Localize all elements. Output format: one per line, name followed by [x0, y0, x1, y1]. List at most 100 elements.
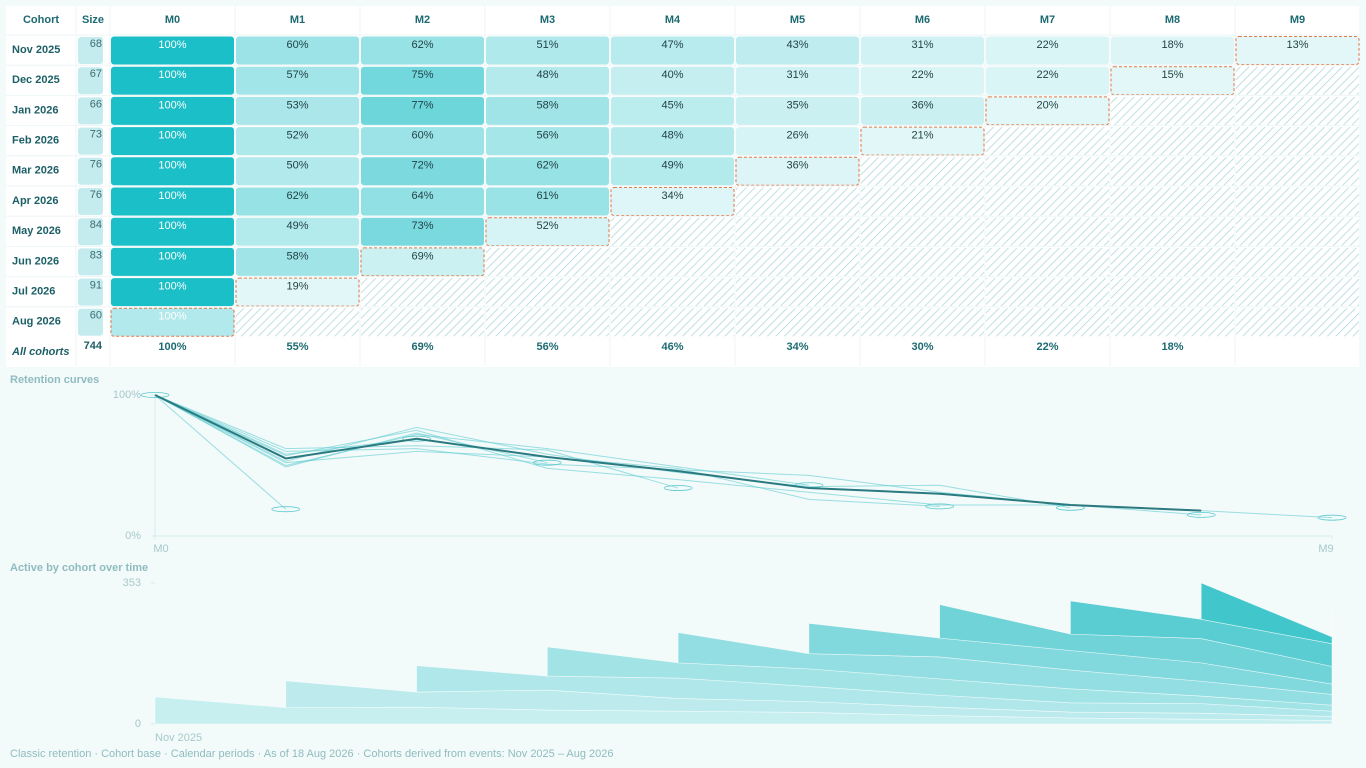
- retention-label: 62%: [286, 190, 308, 202]
- cohort-label: May 2026: [12, 225, 61, 237]
- average-curve: [154, 394, 1202, 512]
- cohort-curve: [154, 394, 417, 455]
- cohort-curve: [154, 394, 940, 507]
- retention-label: 26%: [786, 130, 808, 142]
- empty-cell: [486, 278, 609, 307]
- retention-cell: [486, 66, 609, 95]
- retention-label: 48%: [661, 130, 683, 142]
- retention-cell: [611, 36, 734, 65]
- empty-cell: [986, 187, 1109, 216]
- size-label: 83: [90, 249, 102, 261]
- column-header: Size: [82, 14, 104, 26]
- column-header: M9: [1290, 14, 1305, 26]
- column-header: M5: [790, 14, 805, 26]
- empty-cell: [611, 217, 734, 246]
- retention-label: 73%: [411, 220, 433, 232]
- total-retention: 30%: [911, 341, 933, 353]
- empty-cell: [861, 247, 984, 276]
- retention-cell: [361, 66, 484, 95]
- empty-cell: [486, 247, 609, 276]
- retention-cell: [610, 187, 735, 216]
- size-label: 73: [90, 129, 102, 141]
- retention-label: 50%: [286, 160, 308, 172]
- size-cell: [78, 308, 103, 336]
- retention-label: 51%: [536, 39, 558, 51]
- retention-label: 34%: [661, 190, 683, 202]
- column-header: M0: [165, 14, 180, 26]
- x-tick-label: M0: [153, 543, 168, 555]
- empty-cell: [611, 308, 734, 337]
- size-label: 76: [90, 159, 102, 171]
- retention-cell: [236, 127, 359, 156]
- empty-cell: [986, 278, 1109, 307]
- retention-label: 43%: [786, 39, 808, 51]
- retention-label: 18%: [1161, 39, 1183, 51]
- retention-label: 100%: [158, 281, 186, 293]
- retention-cell: [735, 156, 860, 186]
- retention-label: 49%: [286, 220, 308, 232]
- footer: Classic retention · Cohort base · Calend…: [10, 748, 614, 760]
- retention-label: 49%: [661, 160, 683, 172]
- empty-cell: [611, 247, 734, 276]
- size-cell: [78, 248, 103, 276]
- retention-cell: [111, 217, 234, 246]
- retention-cell: [111, 157, 234, 186]
- size-label: 60: [90, 310, 102, 322]
- empty-cell: [861, 157, 984, 186]
- empty-cell: [1236, 157, 1359, 186]
- retention-cell: [486, 96, 609, 125]
- empty-cell: [736, 217, 859, 246]
- retention-label: 100%: [158, 69, 186, 81]
- retention-cell: [235, 277, 360, 307]
- retention-label: 22%: [1036, 69, 1058, 81]
- retention-cell: [110, 307, 235, 337]
- retention-cell: [236, 187, 359, 216]
- retention-cell: [361, 187, 484, 216]
- curve-end: [271, 506, 301, 513]
- total-retention: 69%: [411, 341, 433, 353]
- retention-cell: [111, 247, 234, 276]
- retention-label: 58%: [536, 99, 558, 111]
- retention-cell: [736, 36, 859, 65]
- empty-cell: [361, 308, 484, 337]
- empty-cell: [1236, 187, 1359, 216]
- size-cell: [78, 157, 103, 185]
- total-retention: 55%: [286, 341, 308, 353]
- retention-cell: [111, 66, 234, 95]
- retention-label: 60%: [286, 39, 308, 51]
- retention-label: 100%: [158, 160, 186, 172]
- retention-cell: [361, 217, 484, 246]
- retention-label: 47%: [661, 39, 683, 51]
- empty-cell: [861, 308, 984, 337]
- retention-cell: [611, 127, 734, 156]
- retention-cell: [236, 217, 359, 246]
- retention-label: 100%: [158, 250, 186, 262]
- x-tick-label: M9: [1318, 543, 1333, 555]
- retention-cell: [486, 36, 609, 65]
- retention-label: 62%: [536, 160, 558, 172]
- empty-cell: [736, 278, 859, 307]
- empty-cell: [1236, 66, 1359, 95]
- empty-cell: [736, 187, 859, 216]
- retention-label: 100%: [158, 99, 186, 111]
- empty-cell: [986, 247, 1109, 276]
- retention-label: 75%: [411, 69, 433, 81]
- retention-cell: [486, 187, 609, 216]
- retention-cell: [236, 96, 359, 125]
- retention-cell: [485, 217, 610, 247]
- curve-end: [663, 485, 693, 491]
- retention-label: 36%: [911, 99, 933, 111]
- empty-cell: [1111, 187, 1234, 216]
- curve-end: [925, 503, 955, 510]
- retention-label: 60%: [411, 130, 433, 142]
- retention-label: 64%: [411, 190, 433, 202]
- retention-label: 13%: [1286, 39, 1308, 51]
- size-cell: [78, 127, 103, 155]
- retention-cell: [986, 36, 1109, 65]
- size-cell: [78, 188, 103, 215]
- retention-label: 100%: [158, 190, 186, 202]
- retention-label: 22%: [911, 69, 933, 81]
- empty-cell: [1236, 96, 1359, 125]
- retention-cell: [236, 157, 359, 186]
- total-retention: 22%: [1036, 341, 1058, 353]
